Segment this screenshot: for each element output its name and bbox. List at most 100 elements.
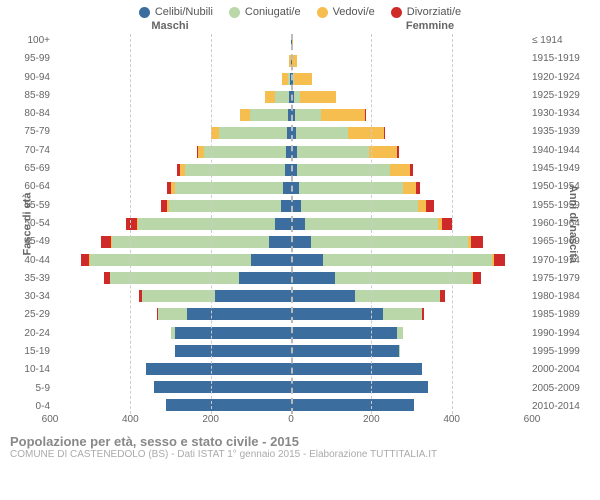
legend-item: Celibi/Nubili [139, 6, 213, 18]
bar-segment-married [90, 254, 251, 266]
bar-segment-single [291, 399, 414, 411]
legend-label: Coniugati/e [245, 6, 301, 18]
bar-segment-divorced [410, 164, 413, 176]
birth-label: 1920-1924 [532, 73, 586, 83]
bar-segment-single [291, 327, 397, 339]
bar-segment-divorced [416, 182, 421, 194]
male-bars [50, 34, 291, 414]
age-label: 80-84 [14, 109, 50, 119]
bar-row [50, 271, 291, 285]
bar-segment-single [281, 200, 291, 212]
bar-segment-married [355, 290, 439, 302]
bar-segment-married [299, 182, 403, 194]
gridline [211, 34, 212, 414]
bar-row [291, 54, 532, 68]
bar-segment-single [291, 254, 323, 266]
bar-row [291, 362, 532, 376]
bar-row [50, 36, 291, 50]
bar-row [50, 217, 291, 231]
legend-item: Vedovi/e [317, 6, 375, 18]
bar-segment-single [269, 236, 291, 248]
x-tick: 200 [202, 414, 219, 425]
birth-label: 1995-1999 [532, 347, 586, 357]
bar-segment-single [215, 290, 291, 302]
bar-segment-single [291, 345, 399, 357]
birth-label: 1990-1994 [532, 329, 586, 339]
bar-segment-married [383, 308, 421, 320]
bar-row [291, 145, 532, 159]
bar-segment-married [219, 127, 287, 139]
x-tick: 0 [288, 414, 294, 425]
age-label: 95-99 [14, 54, 50, 64]
legend-label: Divorziati/e [407, 6, 461, 18]
x-tick: 400 [443, 414, 460, 425]
chart-title: Popolazione per età, sesso e stato civil… [10, 434, 590, 449]
legend-swatch [229, 7, 240, 18]
bar-row [50, 163, 291, 177]
bar-segment-divorced [440, 290, 445, 302]
bar-segment-married [296, 127, 348, 139]
age-label: 15-19 [14, 347, 50, 357]
bar-segment-married [158, 308, 186, 320]
bar-row [50, 54, 291, 68]
bar-segment-divorced [397, 146, 399, 158]
bar-row [50, 307, 291, 321]
bar-segment-divorced [101, 236, 111, 248]
x-tick: 600 [42, 414, 59, 425]
bar-segment-divorced [426, 200, 434, 212]
birth-label: 1935-1939 [532, 127, 586, 137]
bar-row [50, 108, 291, 122]
bar-row [50, 126, 291, 140]
gridline [371, 34, 372, 414]
bar-row [50, 199, 291, 213]
bar-segment-married [323, 254, 492, 266]
bar-segment-single [291, 272, 335, 284]
x-tick: 400 [122, 414, 139, 425]
birth-label: 1985-1989 [532, 310, 586, 320]
bar-segment-married [250, 109, 288, 121]
bar-segment-widowed [265, 91, 275, 103]
age-label: 65-69 [14, 164, 50, 174]
bar-row [291, 235, 532, 249]
bar-segment-married [138, 218, 275, 230]
bar-row [50, 253, 291, 267]
age-label: 100+ [14, 36, 50, 46]
legend-label: Vedovi/e [333, 6, 375, 18]
age-label: 40-44 [14, 256, 50, 266]
bar-segment-married [112, 236, 269, 248]
bar-segment-divorced [365, 109, 366, 121]
bar-row [291, 199, 532, 213]
bar-row [50, 344, 291, 358]
bar-segment-widowed [369, 146, 397, 158]
birth-label: 1915-1919 [532, 54, 586, 64]
bar-segment-widowed [403, 182, 415, 194]
bar-segment-widowed [294, 73, 312, 85]
center-axis [291, 34, 293, 414]
birth-label: 1945-1949 [532, 164, 586, 174]
bar-row [291, 163, 532, 177]
legend-swatch [391, 7, 402, 18]
birth-label: 2005-2009 [532, 384, 586, 394]
legend-swatch [317, 7, 328, 18]
bar-segment-divorced [422, 308, 424, 320]
bar-segment-divorced [471, 236, 483, 248]
birth-label: 1940-1944 [532, 146, 586, 156]
age-label: 90-94 [14, 73, 50, 83]
birth-label: 1975-1979 [532, 274, 586, 284]
bar-segment-single [251, 254, 291, 266]
bar-row [291, 90, 532, 104]
age-label: 75-79 [14, 127, 50, 137]
bar-row [50, 362, 291, 376]
bar-row [291, 217, 532, 231]
age-label: 70-74 [14, 146, 50, 156]
y-axis-label-left: Fasce di età [21, 193, 33, 256]
bar-row [291, 126, 532, 140]
age-label: 20-24 [14, 329, 50, 339]
bar-row [291, 307, 532, 321]
bar-row [50, 90, 291, 104]
bar-row [291, 289, 532, 303]
bar-row [50, 289, 291, 303]
bar-segment-married [175, 182, 283, 194]
bar-segment-married [275, 91, 289, 103]
legend-item: Divorziati/e [391, 6, 461, 18]
